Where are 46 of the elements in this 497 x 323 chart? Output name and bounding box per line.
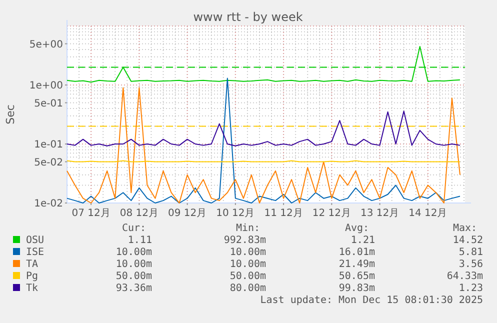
y-tick-label: 5e-01 [34,98,63,110]
x-tick-label: 10 12月 [216,208,255,219]
x-tick-label: 11 12月 [264,208,303,219]
legend-label: Tk [26,283,38,294]
text: 1.11 [128,235,152,246]
y-tick-label: 5e+00 [29,39,63,50]
text: Cur: [122,223,146,234]
y-tick-label: 1e-02 [34,198,63,210]
text: Last update: Mon Dec 15 08:01:30 2025 [260,295,483,306]
text: 50.00m [230,271,266,282]
text: 93.36m [116,283,152,294]
text: 5.81 [458,247,483,258]
y-axis-title: Sec [4,104,17,124]
y-tick-label: 1e+00 [29,80,63,92]
x-tick-label: 09 12月 [168,208,207,219]
text: 3.56 [458,259,483,270]
x-tick-label: 12 12月 [312,208,351,219]
text: 50.00m [116,271,152,282]
text: Min: [236,223,260,234]
text: 50.65m [338,271,375,282]
x-tick-label: 08 12月 [120,208,158,219]
text: 10.00m [230,247,266,258]
y-tick-label: 1e-01 [34,140,63,150]
legend-label: Pg [26,271,38,282]
x-tick-label: 07 12月 [72,208,110,219]
text: 21.49m [338,259,375,270]
y-tick-label: 5e-02 [34,157,63,168]
text: 1.23 [458,283,483,294]
text: 992.83m [224,235,266,246]
chart-title: www rtt - by week [193,10,303,24]
text: 10.00m [116,259,152,270]
text: 1.21 [350,235,375,246]
x-tick-label: 14 12月 [408,208,448,219]
x-tick-label: 13 12月 [360,208,400,219]
text: Max: [453,223,478,234]
text: 99.83m [338,283,375,294]
text: 16.01m [338,247,375,258]
text: 14.52 [452,235,483,246]
text: Avg: [345,223,370,234]
text: 64.33m [446,271,483,282]
legend-label: ISE [26,247,44,258]
text: 10.00m [116,247,152,258]
legend-label: TA [26,259,38,270]
legend-label: OSU [26,235,44,246]
text: 10.00m [230,259,266,270]
text: 80.00m [230,283,266,294]
